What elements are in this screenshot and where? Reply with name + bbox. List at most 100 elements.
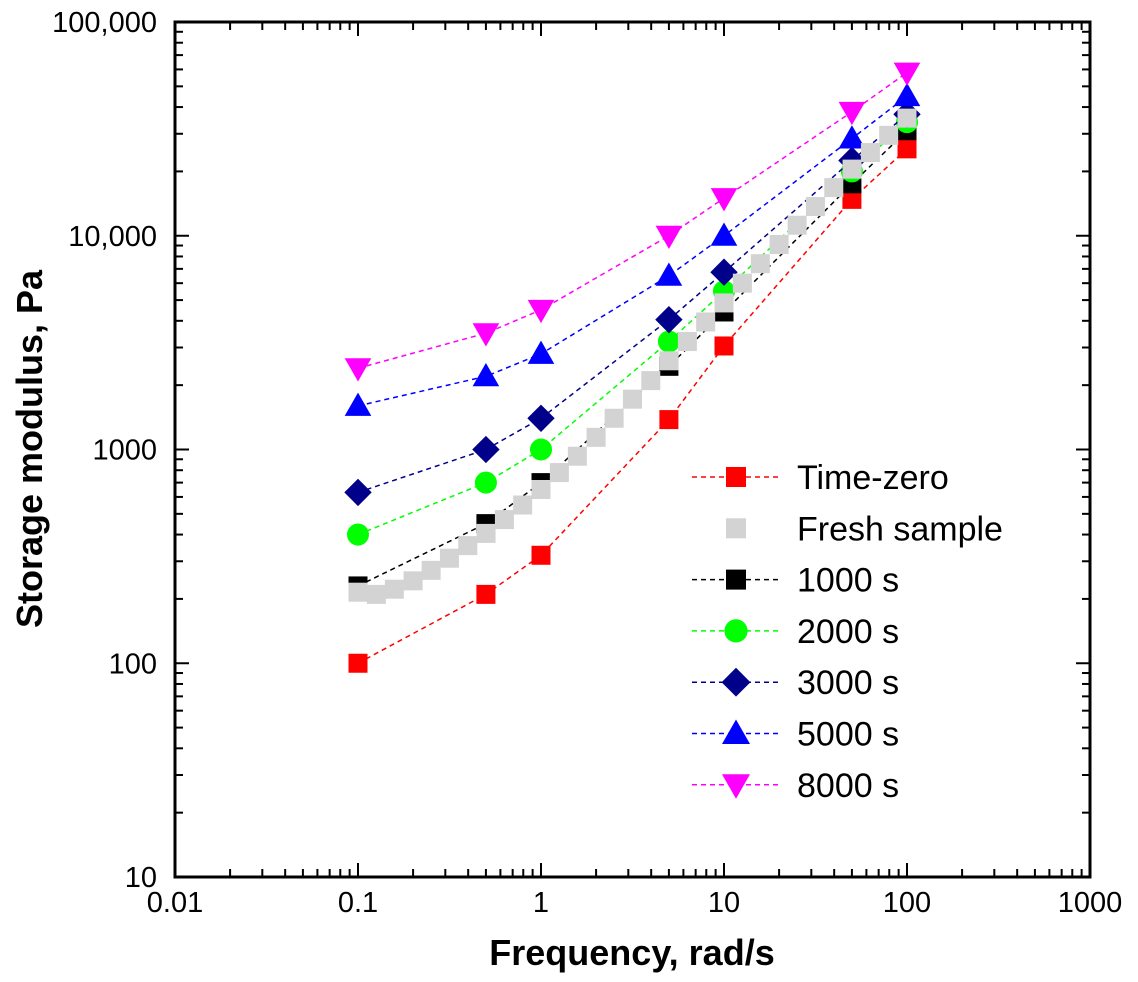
data-point-time-zero [659, 410, 679, 430]
legend-entry-2000-s: 2000 s [692, 613, 899, 651]
data-point-time-zero [476, 584, 496, 604]
data-point-3000-s [655, 305, 683, 334]
data-point-time-zero [714, 336, 734, 356]
x-tick-label: 0.01 [147, 887, 203, 919]
legend-label: Time-zero [797, 459, 949, 497]
data-point-8000-s [655, 225, 683, 250]
y-tick-label: 1000 [92, 435, 157, 467]
x-axis-title: Frequency, rad/s [489, 932, 774, 973]
data-point-time-zero [897, 139, 917, 159]
plot-series [344, 62, 921, 673]
x-tick-label: 1000 [1058, 887, 1123, 919]
data-point-fresh-sample [421, 560, 441, 580]
data-point-fresh-sample [842, 159, 862, 179]
data-point-5000-s [527, 340, 555, 364]
data-point-fresh-sample [769, 235, 789, 255]
legend-marker [726, 518, 746, 539]
data-point-5000-s [472, 363, 500, 387]
data-point-fresh-sample [732, 273, 752, 293]
legend-entry-time-zero: Time-zero [692, 459, 949, 497]
data-point-5000-s [344, 392, 372, 416]
legend: Time-zero Fresh sample 1000 s 2000 s 3000 s 5… [692, 459, 1003, 805]
legend-label: Fresh sample [797, 510, 1003, 548]
data-point-8000-s [893, 62, 921, 86]
data-point-fresh-sample [805, 197, 825, 217]
data-point-5000-s [838, 125, 866, 149]
data-point-fresh-sample [696, 312, 716, 332]
legend-marker [722, 719, 750, 744]
data-point-2000-s [657, 330, 680, 353]
data-point-fresh-sample [604, 408, 624, 428]
data-point-5000-s [893, 82, 921, 107]
y-tick-label: 100,000 [52, 7, 157, 39]
series-time-zero [348, 139, 917, 673]
series-5000-s [344, 82, 921, 416]
legend-marker [724, 619, 748, 643]
legend-label: 5000 s [797, 716, 899, 754]
data-point-fresh-sample [824, 178, 844, 198]
data-point-time-zero [348, 653, 368, 673]
data-point-2000-s [474, 471, 497, 494]
series-8000-s [344, 62, 921, 382]
data-point-fresh-sample [549, 463, 569, 483]
data-point-time-zero [842, 189, 862, 209]
legend-label: 8000 s [797, 767, 899, 805]
data-point-3000-s [527, 404, 555, 432]
x-tick-label: 0.1 [338, 887, 378, 919]
legend-marker [722, 774, 750, 799]
data-point-fresh-sample [458, 536, 478, 556]
legend-marker [726, 569, 746, 590]
data-point-fresh-sample [384, 579, 404, 599]
plot-frame [173, 20, 1092, 879]
data-point-2000-s [529, 438, 553, 461]
data-point-8000-s [472, 323, 500, 347]
x-tick-label: 10 [708, 887, 740, 919]
data-point-5000-s [710, 222, 738, 246]
data-point-fresh-sample [714, 293, 734, 313]
data-point-2000-s [346, 523, 370, 546]
legend-marker [726, 467, 746, 487]
data-point-fresh-sample [439, 548, 459, 568]
data-point-fresh-sample [641, 371, 661, 391]
data-point-fresh-sample [513, 495, 533, 515]
data-point-fresh-sample [476, 523, 496, 543]
data-point-3000-s [710, 258, 738, 286]
data-point-5000-s [655, 262, 683, 286]
data-point-fresh-sample [586, 427, 606, 447]
y-tick-label: 100 [109, 648, 157, 680]
data-point-fresh-sample [659, 351, 679, 371]
legend-entry-5000-s: 5000 s [692, 716, 899, 754]
data-point-8000-s [838, 101, 866, 126]
y-axis-title: Storage modulus, Pa [9, 269, 50, 628]
series-line-8000-s [357, 71, 908, 369]
series-line-3000-s [357, 113, 908, 494]
data-point-fresh-sample [787, 215, 807, 235]
x-tick-label: 100 [883, 887, 931, 919]
legend-entry-3000-s: 3000 s [692, 664, 899, 702]
legend-entry-1000-s: 1000 s [692, 562, 899, 600]
data-point-fresh-sample [622, 389, 642, 409]
legend-entry-8000-s: 8000 s [692, 767, 899, 805]
legend-marker [721, 667, 751, 697]
tick-labels: 0.01 0.1 1 10 100 1000 10 100 1000 10,000 100,000 [52, 7, 1122, 919]
series-line-5000-s [357, 95, 908, 407]
data-point-fresh-sample [403, 571, 423, 591]
series-fresh-sample [348, 108, 917, 604]
data-point-8000-s [344, 358, 372, 382]
data-point-fresh-sample [531, 479, 551, 499]
data-point-8000-s [710, 188, 738, 212]
y-tick-label: 10 [125, 862, 157, 894]
data-point-fresh-sample [860, 143, 880, 163]
legend-label: 2000 s [797, 613, 899, 651]
data-point-fresh-sample [879, 125, 899, 145]
legend-label: 3000 s [797, 664, 899, 702]
data-point-fresh-sample [494, 510, 514, 530]
data-point-3000-s [344, 478, 372, 507]
data-point-fresh-sample [366, 584, 386, 604]
data-point-8000-s [527, 299, 555, 324]
data-point-fresh-sample [677, 332, 697, 352]
data-point-3000-s [472, 435, 500, 464]
legend-label: 1000 s [797, 562, 899, 600]
series-3000-s [344, 100, 921, 507]
